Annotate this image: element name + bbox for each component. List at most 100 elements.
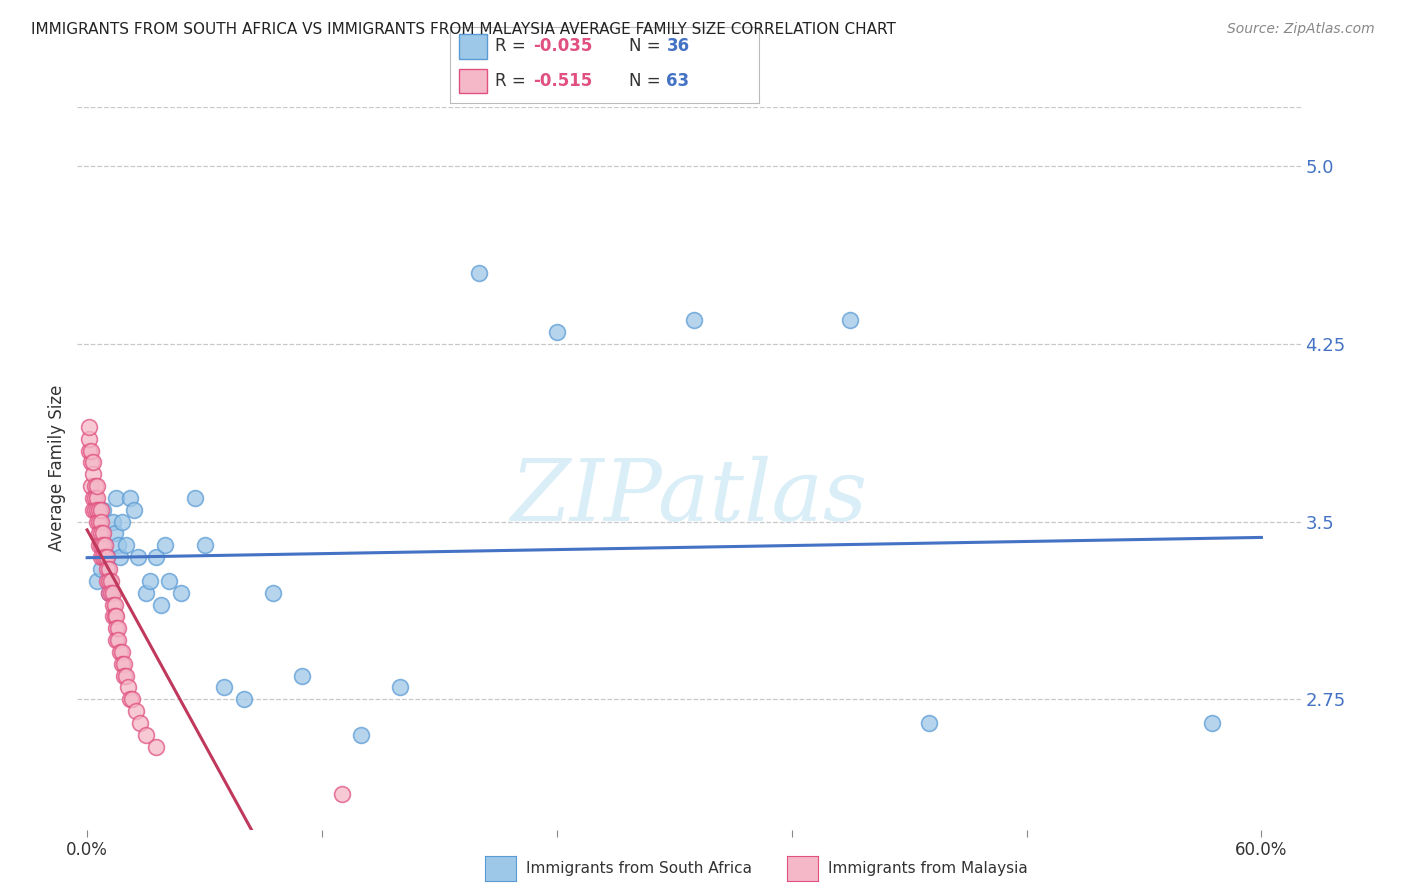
Point (150, 598, 173, 612)
Point (91, 550, 114, 565)
Point (97, 574, 120, 588)
Text: Immigrants from South Africa: Immigrants from South Africa (526, 862, 752, 876)
Point (117, 681, 139, 695)
Point (127, 550, 149, 565)
Point (86, 479, 108, 493)
Point (100, 585, 122, 599)
Point (96, 562, 118, 576)
Point (87, 538, 110, 552)
Point (350, 728, 373, 742)
Point (212, 681, 235, 695)
Point (125, 704, 148, 718)
Point (86, 491, 108, 505)
Point (389, 681, 412, 695)
Point (101, 598, 124, 612)
Text: N =: N = (630, 37, 666, 55)
Point (91, 502, 114, 516)
Point (110, 645, 132, 659)
Point (546, 325, 568, 339)
Point (115, 538, 138, 552)
Text: 36: 36 (666, 37, 689, 55)
Point (155, 538, 177, 552)
Point (170, 585, 193, 599)
Point (97, 562, 120, 576)
Point (682, 313, 704, 327)
Point (103, 526, 125, 541)
Point (135, 585, 157, 599)
Point (80, 479, 103, 493)
Point (145, 550, 167, 565)
Point (105, 633, 128, 648)
Point (145, 739, 167, 754)
Point (107, 633, 129, 648)
Point (97, 585, 120, 599)
Point (87, 526, 110, 541)
Point (107, 621, 129, 635)
Point (82, 491, 104, 505)
FancyBboxPatch shape (460, 34, 486, 59)
Point (103, 598, 125, 612)
Point (90, 538, 112, 552)
Text: Immigrants from Malaysia: Immigrants from Malaysia (828, 862, 1028, 876)
Point (105, 609, 128, 624)
FancyBboxPatch shape (460, 70, 486, 94)
Point (111, 657, 134, 671)
Point (91, 526, 114, 541)
Text: IMMIGRANTS FROM SOUTH AFRICA VS IMMIGRANTS FROM MALAYSIA AVERAGE FAMILY SIZE COR: IMMIGRANTS FROM SOUTH AFRICA VS IMMIGRAN… (31, 22, 896, 37)
Point (122, 502, 145, 516)
Point (77, 432, 100, 446)
Text: R =: R = (495, 72, 531, 90)
Text: -0.035: -0.035 (533, 37, 593, 55)
Text: 63: 63 (666, 72, 689, 90)
Point (111, 515, 134, 529)
Point (86, 502, 108, 516)
Point (82, 502, 104, 516)
Point (84, 491, 107, 505)
Point (129, 715, 152, 730)
Point (93, 538, 115, 552)
Text: Source: ZipAtlas.com: Source: ZipAtlas.com (1227, 22, 1375, 37)
Point (100, 574, 122, 588)
Point (107, 538, 129, 552)
Point (90, 515, 112, 529)
Point (96, 550, 118, 565)
Point (111, 645, 134, 659)
Point (1201, 715, 1223, 730)
Point (193, 538, 215, 552)
Point (101, 585, 124, 599)
Point (330, 787, 353, 801)
Text: R =: R = (495, 37, 531, 55)
Point (120, 491, 142, 505)
Point (232, 692, 254, 706)
Point (80, 455, 103, 469)
Point (262, 585, 284, 599)
Point (86, 574, 108, 588)
Point (93, 550, 115, 565)
Point (84, 479, 107, 493)
Y-axis label: Average Family Size: Average Family Size (48, 385, 66, 551)
Point (82, 455, 104, 469)
Point (139, 574, 162, 588)
Point (121, 692, 143, 706)
Point (103, 609, 125, 624)
Text: ZIPatlas: ZIPatlas (510, 456, 868, 539)
Point (77, 443, 100, 458)
Point (96, 550, 118, 565)
Point (101, 515, 124, 529)
Point (112, 657, 135, 671)
Point (90, 550, 112, 565)
Text: -0.515: -0.515 (533, 72, 593, 90)
Point (86, 515, 108, 529)
Point (96, 574, 118, 588)
Text: N =: N = (630, 72, 666, 90)
Point (839, 313, 862, 327)
Point (82, 467, 104, 482)
Point (120, 692, 142, 706)
Point (90, 502, 112, 516)
Point (157, 574, 180, 588)
Point (467, 266, 489, 280)
Point (77, 420, 100, 434)
Point (112, 668, 135, 682)
Point (101, 609, 124, 624)
Point (135, 728, 157, 742)
